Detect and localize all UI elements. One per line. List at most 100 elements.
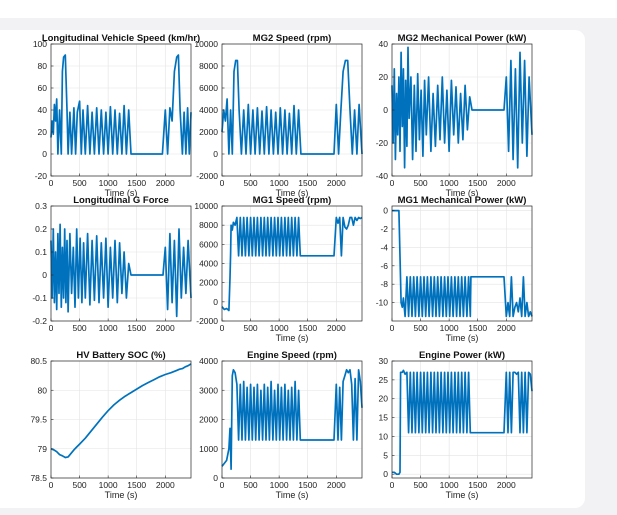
y-tick-label: -20 <box>35 171 48 181</box>
series-line <box>50 54 192 155</box>
y-tick-label: 1000 <box>199 444 218 454</box>
figure: 0 500 1000 1500 2000-20020406080100Longitudi… <box>30 33 533 500</box>
x-tick-label: 2000 <box>497 480 516 490</box>
y-tick-label: 78.5 <box>30 473 47 483</box>
y-tick-label: -2000 <box>196 171 218 181</box>
chart-panel: 0 500 1000 1500 2000 -40 -20 0 20 40 MG2 Mechanica… <box>376 33 533 198</box>
x-tick-label: 500 <box>413 323 427 333</box>
y-tick-label: 80 <box>38 61 48 71</box>
x-tick-label: 1500 <box>298 178 317 188</box>
y-tick-label: 0 <box>42 270 47 280</box>
x-tick-label: 0 <box>220 480 225 490</box>
chart-title: MG1 Mechanical Power (kW) <box>398 195 527 206</box>
x-tick-label: 1000 <box>99 178 118 188</box>
x-tick-label: 1000 <box>99 323 118 333</box>
y-tick-label: -2000 <box>196 316 218 326</box>
x-tick-label: 1500 <box>468 178 487 188</box>
x-tick-label: 1500 <box>298 480 317 490</box>
y-tick-label: 79.5 <box>30 415 47 425</box>
series-line <box>50 223 192 318</box>
y-tick-label: -40 <box>376 171 389 181</box>
x-tick-label: 500 <box>413 178 427 188</box>
y-tick-label: 6000 <box>199 239 218 249</box>
y-tick-label: 0 <box>383 206 388 216</box>
y-tick-label: 25 <box>379 375 389 385</box>
y-tick-label: 15 <box>379 413 389 423</box>
x-tick-label: 2000 <box>156 323 175 333</box>
chart-title: Longitudinal G Force <box>73 195 169 206</box>
y-tick-label: 80.5 <box>30 356 47 366</box>
axes-box <box>50 205 192 322</box>
y-tick-label: -0.1 <box>32 293 47 303</box>
chart-panel: 0 500 1000 1500 2000 0 5 10 15 20 25 30 Engine Power… <box>379 350 533 500</box>
y-tick-label: 8000 <box>199 220 218 230</box>
series-line <box>391 46 533 169</box>
y-tick-label: 100 <box>33 39 47 49</box>
y-tick-label: 4000 <box>199 105 218 115</box>
x-tick-label: 2000 <box>156 480 175 490</box>
chart-title: HV Battery SOC (%) <box>76 350 165 361</box>
x-tick-label: 1500 <box>127 323 146 333</box>
y-tick-label: 20 <box>379 72 389 82</box>
chart-title: Engine Power (kW) <box>419 350 505 361</box>
y-tick-label: 10000 <box>194 201 218 211</box>
y-tick-label: 0.3 <box>35 201 47 211</box>
y-tick-label: -8 <box>380 279 388 289</box>
chart-title: Longitudinal Vehicle Speed (km/hr) <box>42 33 200 44</box>
x-tick-label: 500 <box>413 480 427 490</box>
x-tick-label: 500 <box>243 323 257 333</box>
x-tick-label: 0 <box>220 323 225 333</box>
y-tick-label: 30 <box>379 356 389 366</box>
top-bar <box>0 0 617 18</box>
axes-box <box>391 360 533 479</box>
x-axis-label: Time (s) <box>446 188 479 198</box>
x-tick-label: 1000 <box>270 323 289 333</box>
x-tick-label: 1000 <box>270 480 289 490</box>
y-tick-label: 10000 <box>194 39 218 49</box>
y-tick-label: 20 <box>38 127 48 137</box>
chart-panel: 0 500 1000 1500 2000-20000200040006000800010… <box>194 33 363 198</box>
chart-panel: 0 500 1000 1500 2000 -0.2 -0.1 0 0.1 0.2 0.3 Longit… <box>32 195 192 333</box>
y-tick-label: 40 <box>379 39 389 49</box>
y-tick-label: 8000 <box>199 61 218 71</box>
x-axis-label: Time (s) <box>105 188 138 198</box>
series-line <box>50 363 192 459</box>
chart-panel: 0 500 1000 1500 2000-20020406080100Longitudi… <box>33 33 200 198</box>
y-tick-label: -4 <box>380 242 388 252</box>
y-tick-label: 2000 <box>199 415 218 425</box>
x-tick-label: 500 <box>72 323 86 333</box>
y-tick-label: 20 <box>379 394 389 404</box>
y-tick-label: 60 <box>38 83 48 93</box>
x-tick-label: 1000 <box>99 480 118 490</box>
x-tick-label: 2000 <box>497 323 516 333</box>
chart-title: MG1 Speed (rpm) <box>253 195 332 206</box>
x-tick-label: 1000 <box>270 178 289 188</box>
x-tick-label: 1000 <box>440 178 459 188</box>
x-tick-label: 0 <box>390 178 395 188</box>
x-tick-label: 0 <box>220 178 225 188</box>
x-tick-label: 2000 <box>497 178 516 188</box>
x-tick-label: 2000 <box>327 178 346 188</box>
chart-panel: 0 500 1000 1500 2000-20000200040006000800010… <box>194 195 363 343</box>
chart-title: MG2 Mechanical Power (kW) <box>398 33 527 44</box>
y-tick-label: 0 <box>213 149 218 159</box>
x-tick-label: 500 <box>72 178 86 188</box>
y-tick-label: 4000 <box>199 259 218 269</box>
x-tick-label: 0 <box>390 323 395 333</box>
y-tick-label: -20 <box>376 138 389 148</box>
x-tick-label: 500 <box>243 480 257 490</box>
x-tick-label: 500 <box>243 178 257 188</box>
x-tick-label: 2000 <box>156 178 175 188</box>
x-tick-label: 2000 <box>327 323 346 333</box>
x-tick-label: 1500 <box>127 480 146 490</box>
y-tick-label: 79 <box>38 444 48 454</box>
x-tick-label: 0 <box>49 178 54 188</box>
chart-panel: 0 500 1000 1500 2000 0 1000 2000 3000 4000 Engine … <box>199 350 363 500</box>
y-tick-label: -2 <box>380 224 388 234</box>
chart-panel: 0 500 1000 1500 2000 -10 -8 -6 -4 -2 0 MG1 Mechanic… <box>376 195 533 343</box>
x-tick-label: 1000 <box>440 323 459 333</box>
x-tick-label: 1500 <box>468 323 487 333</box>
y-tick-label: 6000 <box>199 83 218 93</box>
x-tick-label: 1500 <box>468 480 487 490</box>
x-tick-label: 1000 <box>440 480 459 490</box>
